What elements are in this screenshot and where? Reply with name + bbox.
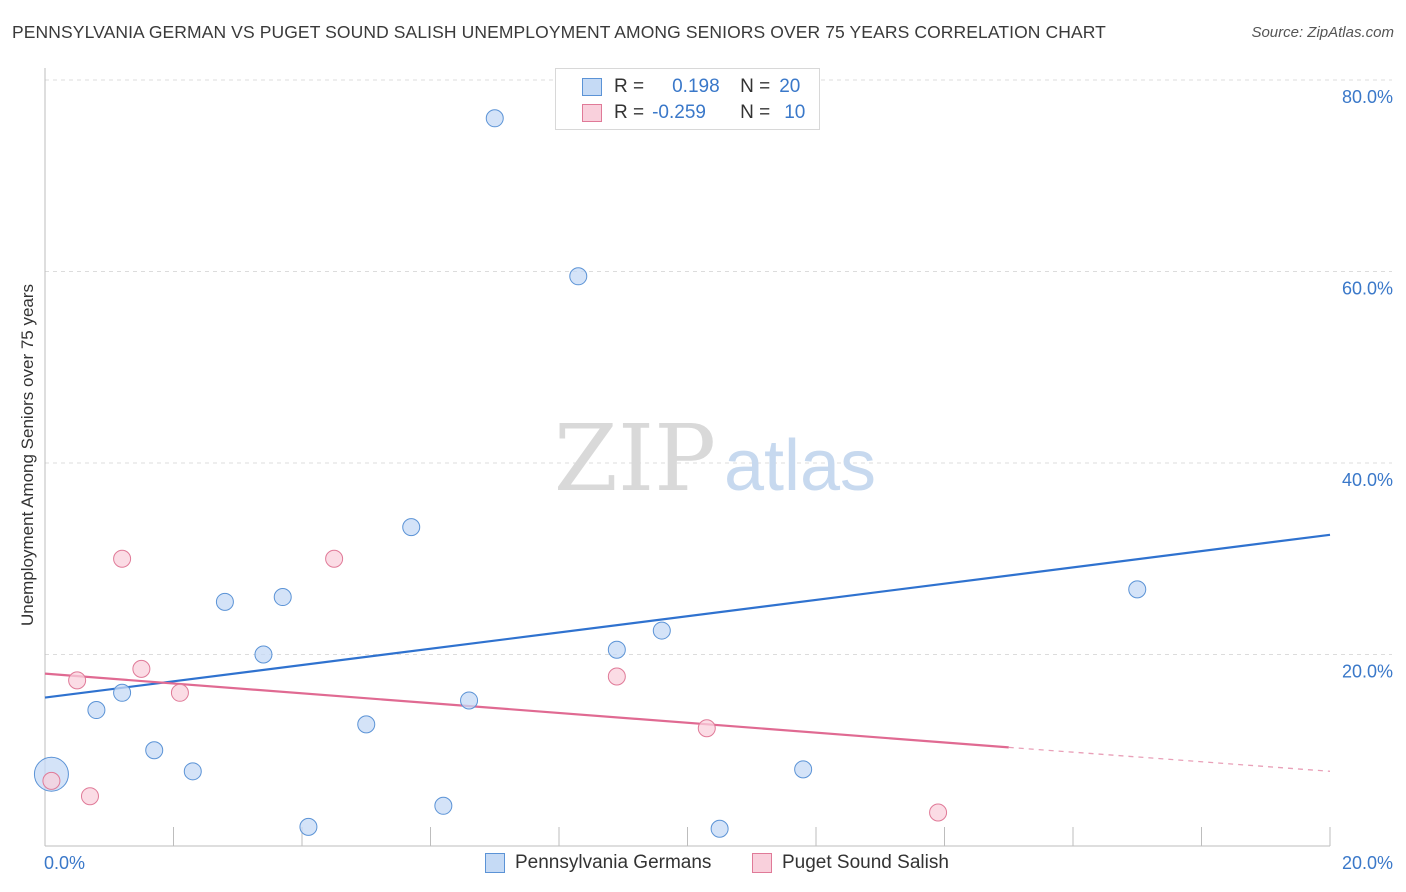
data-point xyxy=(652,621,671,640)
data-point xyxy=(68,671,87,690)
stats-row-salish: R = -0.259 N = 10 xyxy=(556,100,805,126)
n-value: 10 xyxy=(784,102,806,123)
data-point xyxy=(357,715,376,734)
data-point xyxy=(80,787,99,806)
data-point xyxy=(434,796,453,815)
data-point xyxy=(1128,580,1147,599)
legend-label: Pennsylvania Germans xyxy=(515,852,712,873)
data-point xyxy=(402,518,421,537)
axes xyxy=(44,68,1331,847)
trend-line-pennsylvania xyxy=(44,533,1331,699)
trend-lines xyxy=(44,533,1331,772)
tick-labels: 20.0% 40.0% 60.0% 80.0% 0.0% 20.0% xyxy=(44,87,1393,873)
source-credit: Source: ZipAtlas.com xyxy=(1251,24,1394,41)
data-point xyxy=(183,762,202,781)
data-point xyxy=(485,109,504,128)
legend-item-salish: Puget Sound Salish xyxy=(752,852,949,874)
data-point xyxy=(607,640,626,659)
r-value: 0.198 xyxy=(672,76,720,97)
r-value: -0.259 xyxy=(652,102,706,123)
y-tick-label: 60.0% xyxy=(1342,279,1393,299)
data-point xyxy=(710,819,729,838)
watermark-zip: ZIP xyxy=(554,405,716,512)
trend-line-salish-extension xyxy=(1008,746,1331,772)
data-point xyxy=(42,771,61,790)
chart-title: PENNSYLVANIA GERMAN VS PUGET SOUND SALIS… xyxy=(12,22,1106,42)
blue-swatch xyxy=(485,853,505,873)
y-tick-label: 40.0% xyxy=(1342,470,1393,490)
r-label: R = xyxy=(614,102,645,123)
data-point xyxy=(794,760,813,779)
data-point xyxy=(132,659,151,678)
n-label: N = xyxy=(740,102,771,123)
legend-label: Puget Sound Salish xyxy=(782,852,949,873)
watermark-atlas: atlas xyxy=(724,426,876,506)
data-point xyxy=(113,683,132,702)
data-points xyxy=(33,109,1147,838)
data-point xyxy=(273,588,292,607)
x-tick-label: 0.0% xyxy=(44,853,85,873)
data-point xyxy=(299,817,318,836)
data-point xyxy=(697,719,716,738)
trend-line-salish xyxy=(44,672,1009,749)
stats-row-pennsylvania: R = 0.198 N = 20 xyxy=(556,74,800,100)
data-point xyxy=(145,741,164,760)
y-tick-label: 20.0% xyxy=(1342,662,1393,682)
data-point xyxy=(929,803,948,822)
pink-swatch xyxy=(752,853,772,873)
data-point xyxy=(569,267,588,286)
stats-legend: R = 0.198 N = 20 R = -0.259 N = 10 xyxy=(555,68,820,130)
data-point xyxy=(607,667,626,686)
data-point xyxy=(215,592,234,611)
data-point xyxy=(113,549,132,568)
n-value: 20 xyxy=(779,76,801,97)
data-point xyxy=(254,645,273,664)
legend-item-pennsylvania: Pennsylvania Germans xyxy=(485,852,711,874)
data-point xyxy=(87,701,106,720)
r-label: R = xyxy=(614,76,645,97)
x-tick-label: 20.0% xyxy=(1342,853,1393,873)
data-point xyxy=(170,683,189,702)
data-point xyxy=(460,691,479,710)
n-label: N = xyxy=(740,76,771,97)
pink-swatch xyxy=(582,104,602,122)
data-point xyxy=(325,549,344,568)
y-tick-label: 80.0% xyxy=(1342,87,1393,107)
watermark: ZIP atlas xyxy=(554,405,876,512)
gridlines xyxy=(45,79,1392,655)
blue-swatch xyxy=(582,78,602,96)
